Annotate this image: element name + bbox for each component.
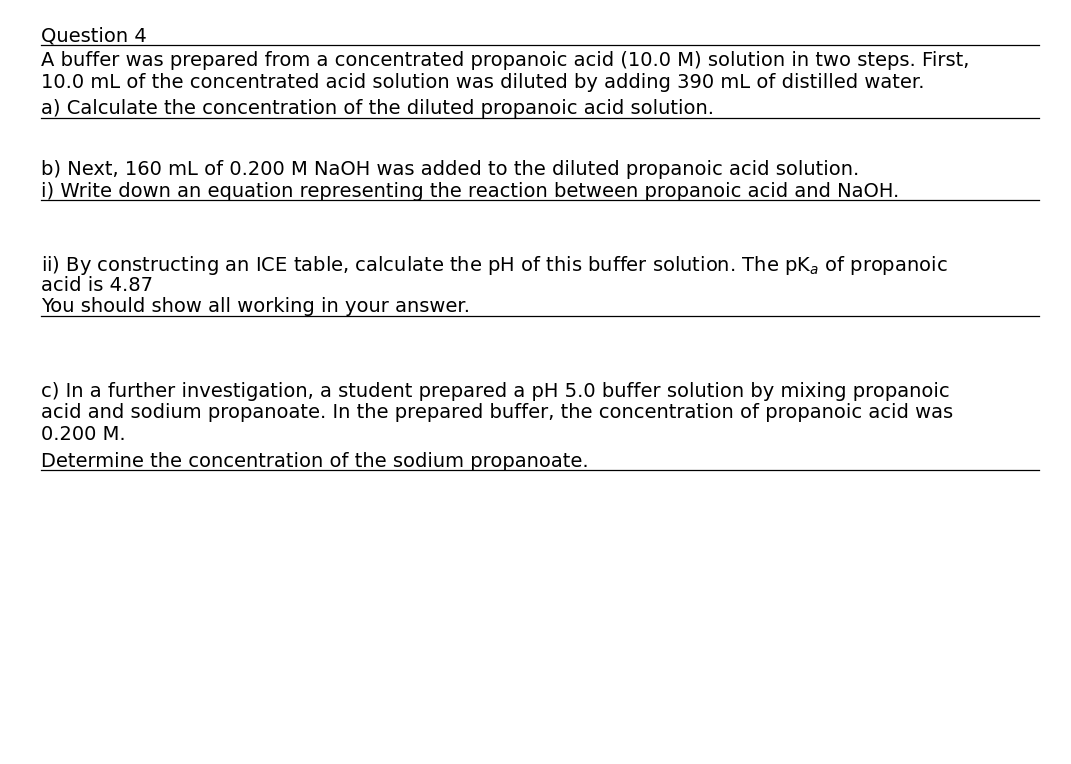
Text: ii) By constructing an ICE table, calculate the pH of this buffer solution. The : ii) By constructing an ICE table, calcul… (41, 254, 947, 277)
Text: Question 4: Question 4 (41, 27, 147, 46)
Text: acid is 4.87: acid is 4.87 (41, 276, 153, 295)
Text: 10.0 mL of the concentrated acid solution was diluted by adding 390 mL of distil: 10.0 mL of the concentrated acid solutio… (41, 73, 924, 92)
Text: b) Next, 160 mL of 0.200 M NaOH was added to the diluted propanoic acid solution: b) Next, 160 mL of 0.200 M NaOH was adde… (41, 160, 859, 180)
Text: i) Write down an equation representing the reaction between propanoic acid and N: i) Write down an equation representing t… (41, 182, 899, 201)
Text: a) Calculate the concentration of the diluted propanoic acid solution.: a) Calculate the concentration of the di… (41, 99, 713, 118)
Text: Determine the concentration of the sodium propanoate.: Determine the concentration of the sodiu… (41, 452, 588, 471)
Text: acid and sodium propanoate. In the prepared buffer, the concentration of propano: acid and sodium propanoate. In the prepa… (41, 403, 953, 422)
Text: A buffer was prepared from a concentrated propanoic acid (10.0 M) solution in tw: A buffer was prepared from a concentrate… (41, 51, 969, 70)
Text: 0.200 M.: 0.200 M. (41, 425, 125, 444)
Text: c) In a further investigation, a student prepared a pH 5.0 buffer solution by mi: c) In a further investigation, a student… (41, 382, 949, 401)
Text: You should show all working in your answer.: You should show all working in your answ… (41, 297, 470, 316)
